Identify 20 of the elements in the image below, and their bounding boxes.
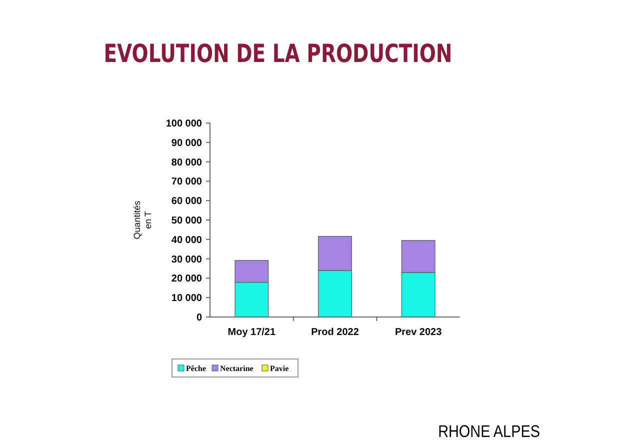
- y-tick-label: 50 000: [171, 216, 202, 226]
- y-tick-label: 10 000: [171, 293, 202, 304]
- y-tick-label: 40 000: [171, 234, 202, 246]
- y-axis-title: Quantités en T: [132, 200, 153, 240]
- legend-label: Pêche: [186, 364, 206, 373]
- x-tick-label: Moy 17/21: [228, 327, 276, 338]
- legend-label: Pavie: [270, 364, 290, 373]
- y-tick-label: 60 000: [171, 196, 202, 208]
- y-tick-label: 80 000: [171, 157, 202, 168]
- x-tick-label: Prod 2022: [311, 327, 360, 338]
- x-tick-label: Prev 2023: [394, 327, 442, 338]
- y-tick-label: 70 000: [171, 176, 202, 188]
- y-tick-label: 0: [196, 312, 202, 324]
- legend-label: Nectarine: [220, 364, 254, 373]
- y-tick-label: 20 000: [171, 274, 202, 285]
- text: RHONE ALPES: [438, 422, 540, 442]
- y-tick-label: 90 000: [171, 138, 202, 149]
- chart-title: EVOLUTION DE LA PRODUCTION: [104, 40, 452, 69]
- y-tick-label: 30 000: [171, 254, 202, 266]
- y-tick-label: 100 000: [166, 118, 202, 130]
